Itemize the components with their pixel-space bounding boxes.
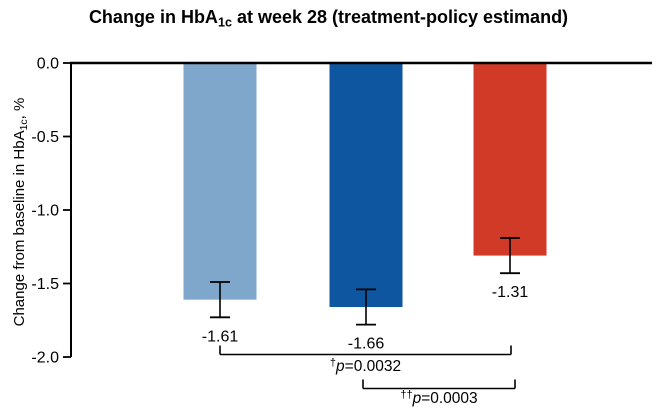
- p-value-label: ††p=0.0003: [400, 389, 477, 407]
- chart-title-subscript: 1c: [217, 15, 232, 30]
- p-value-label: †p=0.0032: [330, 357, 401, 375]
- bar-value-label: -1.31: [492, 284, 529, 301]
- bar: [183, 63, 257, 300]
- bar: [329, 63, 403, 308]
- y-tick-label: -1.5: [31, 276, 59, 293]
- y-tick-label: -0.5: [31, 129, 59, 146]
- bar: [473, 63, 547, 256]
- y-tick-label: -1.0: [31, 203, 59, 220]
- y-tick-label: 0.0: [37, 56, 59, 73]
- chart-title: Change in HbA1c at week 28 (treatment-po…: [0, 7, 657, 30]
- bar-value-label: -1.61: [202, 328, 239, 345]
- bar-value-label: -1.66: [348, 336, 385, 353]
- y-tick-label: -2.0: [31, 350, 59, 367]
- chart-title-text: Change in HbA: [88, 7, 218, 27]
- chart-title-rest: at week 28 (treatment-policy estimand): [231, 7, 569, 27]
